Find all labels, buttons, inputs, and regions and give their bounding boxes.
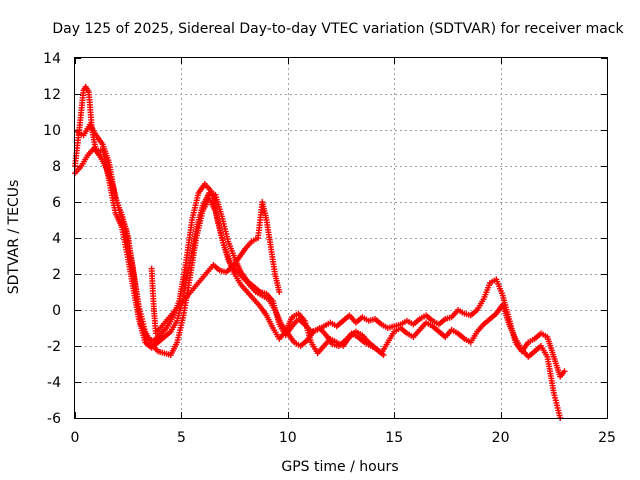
x-tick-label: 25 — [598, 430, 616, 446]
series-track-d — [148, 199, 283, 337]
y-tick-label: 2 — [52, 267, 61, 283]
y-tick-label: -6 — [47, 411, 61, 427]
x-tick-label: 0 — [71, 430, 80, 446]
y-tick-label: 4 — [52, 231, 61, 247]
x-tick-label: 10 — [279, 430, 297, 446]
x-tick-label: 5 — [177, 430, 186, 446]
series-layer — [72, 83, 568, 421]
x-axis-label: GPS time / hours — [281, 459, 398, 475]
plot-frame — [74, 57, 608, 419]
x-tick-label: 20 — [492, 430, 510, 446]
chart-title: Day 125 of 2025, Sidereal Day-to-day VTE… — [52, 21, 624, 37]
grid-layer — [75, 58, 607, 418]
y-tick-label: 8 — [52, 159, 61, 175]
y-tick-label: 10 — [43, 123, 61, 139]
y-tick-label: -2 — [47, 339, 61, 355]
y-axis-label: SDTVAR / TECUs — [6, 180, 22, 295]
x-tick-label: 15 — [385, 430, 403, 446]
y-tick-label: 12 — [43, 87, 61, 103]
y-tick-label: 6 — [52, 195, 61, 211]
y-tick-label: -4 — [47, 375, 61, 391]
y-tick-label: 14 — [43, 51, 61, 67]
y-tick-label: 0 — [52, 303, 61, 319]
series-track-c — [74, 121, 387, 358]
